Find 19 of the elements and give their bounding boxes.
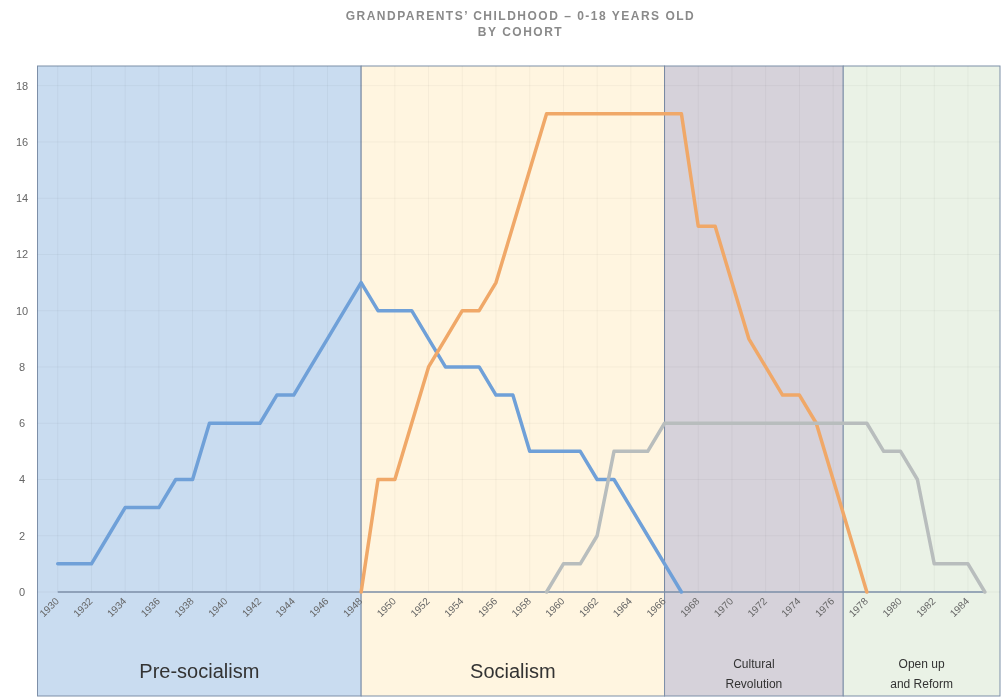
band-label: Socialism <box>470 660 556 682</box>
y-tick-label: 18 <box>15 79 29 92</box>
band-label: Open up and Reform <box>890 657 953 691</box>
y-tick-label: 6 <box>18 417 26 430</box>
chart-title: GRANDPARENTS’ CHILDHOOD – 0-18 YEARS OLD <box>345 9 696 23</box>
line-series <box>55 280 684 594</box>
y-tick-label: 0 <box>18 586 26 598</box>
y-tick-label: 2 <box>18 529 26 542</box>
y-tick-label: 4 <box>18 473 26 486</box>
y-tick-label: 8 <box>18 360 26 373</box>
y-tick-label: 16 <box>15 135 29 148</box>
band-label: Cultural Revolution <box>725 657 783 691</box>
line-series <box>359 112 869 594</box>
band-label: Pre-socialism <box>139 660 260 682</box>
line-series <box>544 421 987 594</box>
y-tick-label: 12 <box>15 248 29 261</box>
y-tick-label: 10 <box>15 304 29 317</box>
y-tick-label: 14 <box>15 192 29 205</box>
chart-subtitle: BY COHORT <box>477 25 564 39</box>
